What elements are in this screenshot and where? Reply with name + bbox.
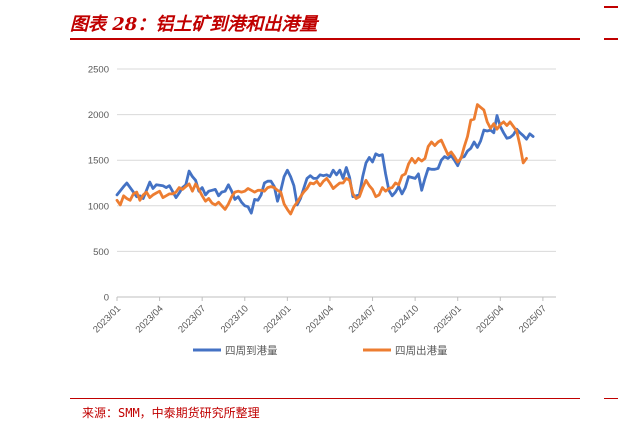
y-tick-label: 1500 — [88, 156, 109, 167]
series-line-departures — [115, 103, 528, 216]
x-tick-label: 2024/01 — [261, 303, 293, 335]
source-note: 来源：SMM，中泰期货研究所整理 — [82, 406, 260, 420]
legend: 四周到港量 四周出港量 — [193, 344, 448, 357]
adjacent-panel-divider-bottom — [604, 398, 618, 399]
x-tick-label: 2023/10 — [219, 303, 251, 335]
y-tick-label: 2500 — [88, 65, 109, 76]
y-tick-label: 2000 — [88, 110, 109, 121]
figure-title: 图表 28：铝土矿到港和出港量 — [70, 14, 318, 35]
x-tick-label: 2025/04 — [474, 303, 506, 335]
x-tick-label: 2023/07 — [176, 303, 208, 335]
axes — [116, 296, 556, 301]
source-divider — [70, 398, 580, 399]
legend-label: 四周到港量 — [225, 345, 278, 357]
adjacent-panel-divider — [604, 38, 618, 40]
legend-label: 四周出港量 — [395, 344, 448, 357]
y-tick-label: 0 — [104, 293, 109, 304]
y-tick-labels: 0 500 1000 1500 2000 2500 — [88, 65, 109, 304]
x-tick-label: 2025/07 — [517, 303, 549, 335]
y-tick-label: 1000 — [88, 201, 109, 212]
x-tick-labels: 2023/01 2023/04 2023/07 2023/10 2024/01 2024/… — [91, 303, 549, 335]
x-tick-label: 2025/01 — [432, 303, 464, 335]
y-tick-label: 500 — [93, 247, 109, 258]
grid-lines — [117, 68, 556, 252]
adjacent-panel-divider-top — [604, 6, 618, 8]
title-divider — [70, 38, 580, 40]
series-lines — [115, 103, 535, 216]
x-tick-label: 2023/01 — [91, 303, 123, 335]
x-tick-label: 2023/04 — [134, 303, 166, 335]
series-line-arrivals — [115, 114, 535, 215]
x-tick-label: 2024/04 — [304, 303, 336, 335]
x-tick-label: 2024/10 — [389, 303, 421, 335]
x-tick-label: 2024/07 — [347, 303, 379, 335]
